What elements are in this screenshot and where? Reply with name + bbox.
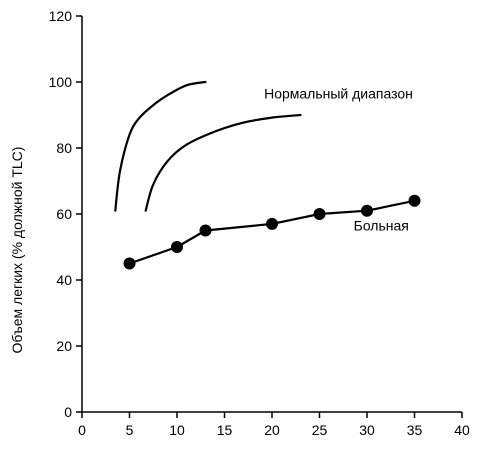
y-tick-label: 120	[49, 8, 73, 24]
axes: 0 5 10 15 20 25 30 35 40 0 20 40 60 80 100 120	[49, 8, 470, 438]
x-tick-label: 40	[454, 422, 470, 438]
x-tick-label: 10	[169, 422, 185, 438]
x-tick-label: 20	[264, 422, 280, 438]
annotation-label: Больная	[354, 218, 409, 234]
y-tick-label: 0	[64, 404, 72, 420]
normal-range-curve-2	[144, 113, 302, 212]
x-tick-label: 30	[359, 422, 375, 438]
y-tick-label: 40	[56, 272, 72, 288]
patient-data-point	[266, 217, 278, 230]
y-tick-label: 100	[49, 74, 73, 90]
patient-data-point	[171, 241, 183, 253]
normal-range-curve-1	[114, 80, 207, 212]
x-tick-label: 0	[78, 422, 86, 438]
annotation-layer: Нормальный диапазон Больная	[264, 86, 413, 234]
patient-data-point	[361, 204, 373, 217]
y-axis-label: Объем легких (% должной TLC)	[9, 147, 25, 354]
y-tick-label: 60	[56, 206, 72, 222]
series-layer	[114, 80, 421, 270]
patient-data-point	[199, 224, 212, 237]
x-tick-label: 5	[126, 422, 134, 438]
patient-data-point	[408, 194, 421, 207]
y-tick-label: 20	[56, 338, 72, 354]
annotation-label: Нормальный диапазон	[264, 86, 413, 102]
patient-data-point	[123, 257, 136, 270]
x-tick-label: 25	[312, 422, 328, 438]
x-tick-label: 15	[217, 422, 233, 438]
patient-data-point	[313, 208, 326, 220]
y-tick-label: 80	[56, 140, 72, 156]
x-tick-label: 35	[407, 422, 423, 438]
